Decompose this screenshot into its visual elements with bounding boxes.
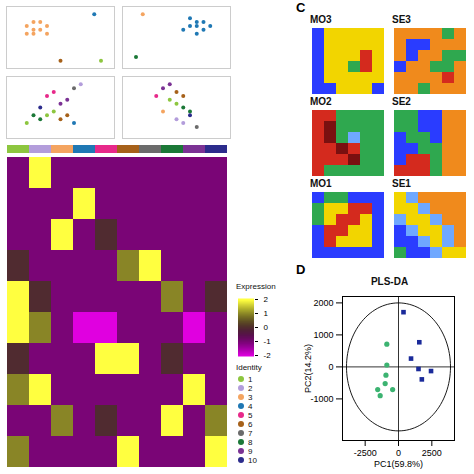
html-text:9: 9 <box>248 447 253 456</box>
html-text:D: D <box>296 262 306 277</box>
svg-text:PC1(59.8%): PC1(59.8%) <box>374 459 423 469</box>
html-text:10: 10 <box>248 456 257 465</box>
html-text:SE2: SE2 <box>392 96 411 107</box>
html-text:SE3: SE3 <box>392 14 411 25</box>
svg-text:0: 0 <box>396 448 401 458</box>
svg-text:-1: -1 <box>264 337 272 346</box>
html-text:PLS-DA: PLS-DA <box>370 276 409 287</box>
html-text:Expression: Expression <box>236 282 276 291</box>
html-text:2: 2 <box>248 384 253 393</box>
svg-text:1: 1 <box>264 309 269 318</box>
html-text:SE1: SE1 <box>392 178 411 189</box>
html-text:3: 3 <box>248 393 253 402</box>
html-text:7: 7 <box>248 429 253 438</box>
svg-text:-1000: -1000 <box>310 394 333 404</box>
svg-text:-2: -2 <box>264 351 272 360</box>
svg-text:2: 2 <box>264 295 269 304</box>
svg-text:0: 0 <box>328 362 333 372</box>
html-text:Identity: Identity <box>236 363 262 372</box>
svg-text:0: 0 <box>264 323 269 332</box>
html-text:6: 6 <box>248 420 253 429</box>
svg-text:PC2(14.2%): PC2(14.2%) <box>303 344 313 393</box>
svg-text:1000: 1000 <box>313 330 333 340</box>
html-text:C: C <box>296 0 306 15</box>
html-text:4: 4 <box>248 402 253 411</box>
html-text:MO1: MO1 <box>310 178 332 189</box>
html-text:8: 8 <box>248 438 253 447</box>
svg-text:-2500: -2500 <box>354 448 377 458</box>
html-text:MO2: MO2 <box>310 96 332 107</box>
svg-text:2500: 2500 <box>422 448 442 458</box>
html-text:MO3: MO3 <box>310 14 332 25</box>
html-text:1: 1 <box>248 375 253 384</box>
svg-text:2000: 2000 <box>313 298 333 308</box>
html-text:5: 5 <box>248 411 253 420</box>
